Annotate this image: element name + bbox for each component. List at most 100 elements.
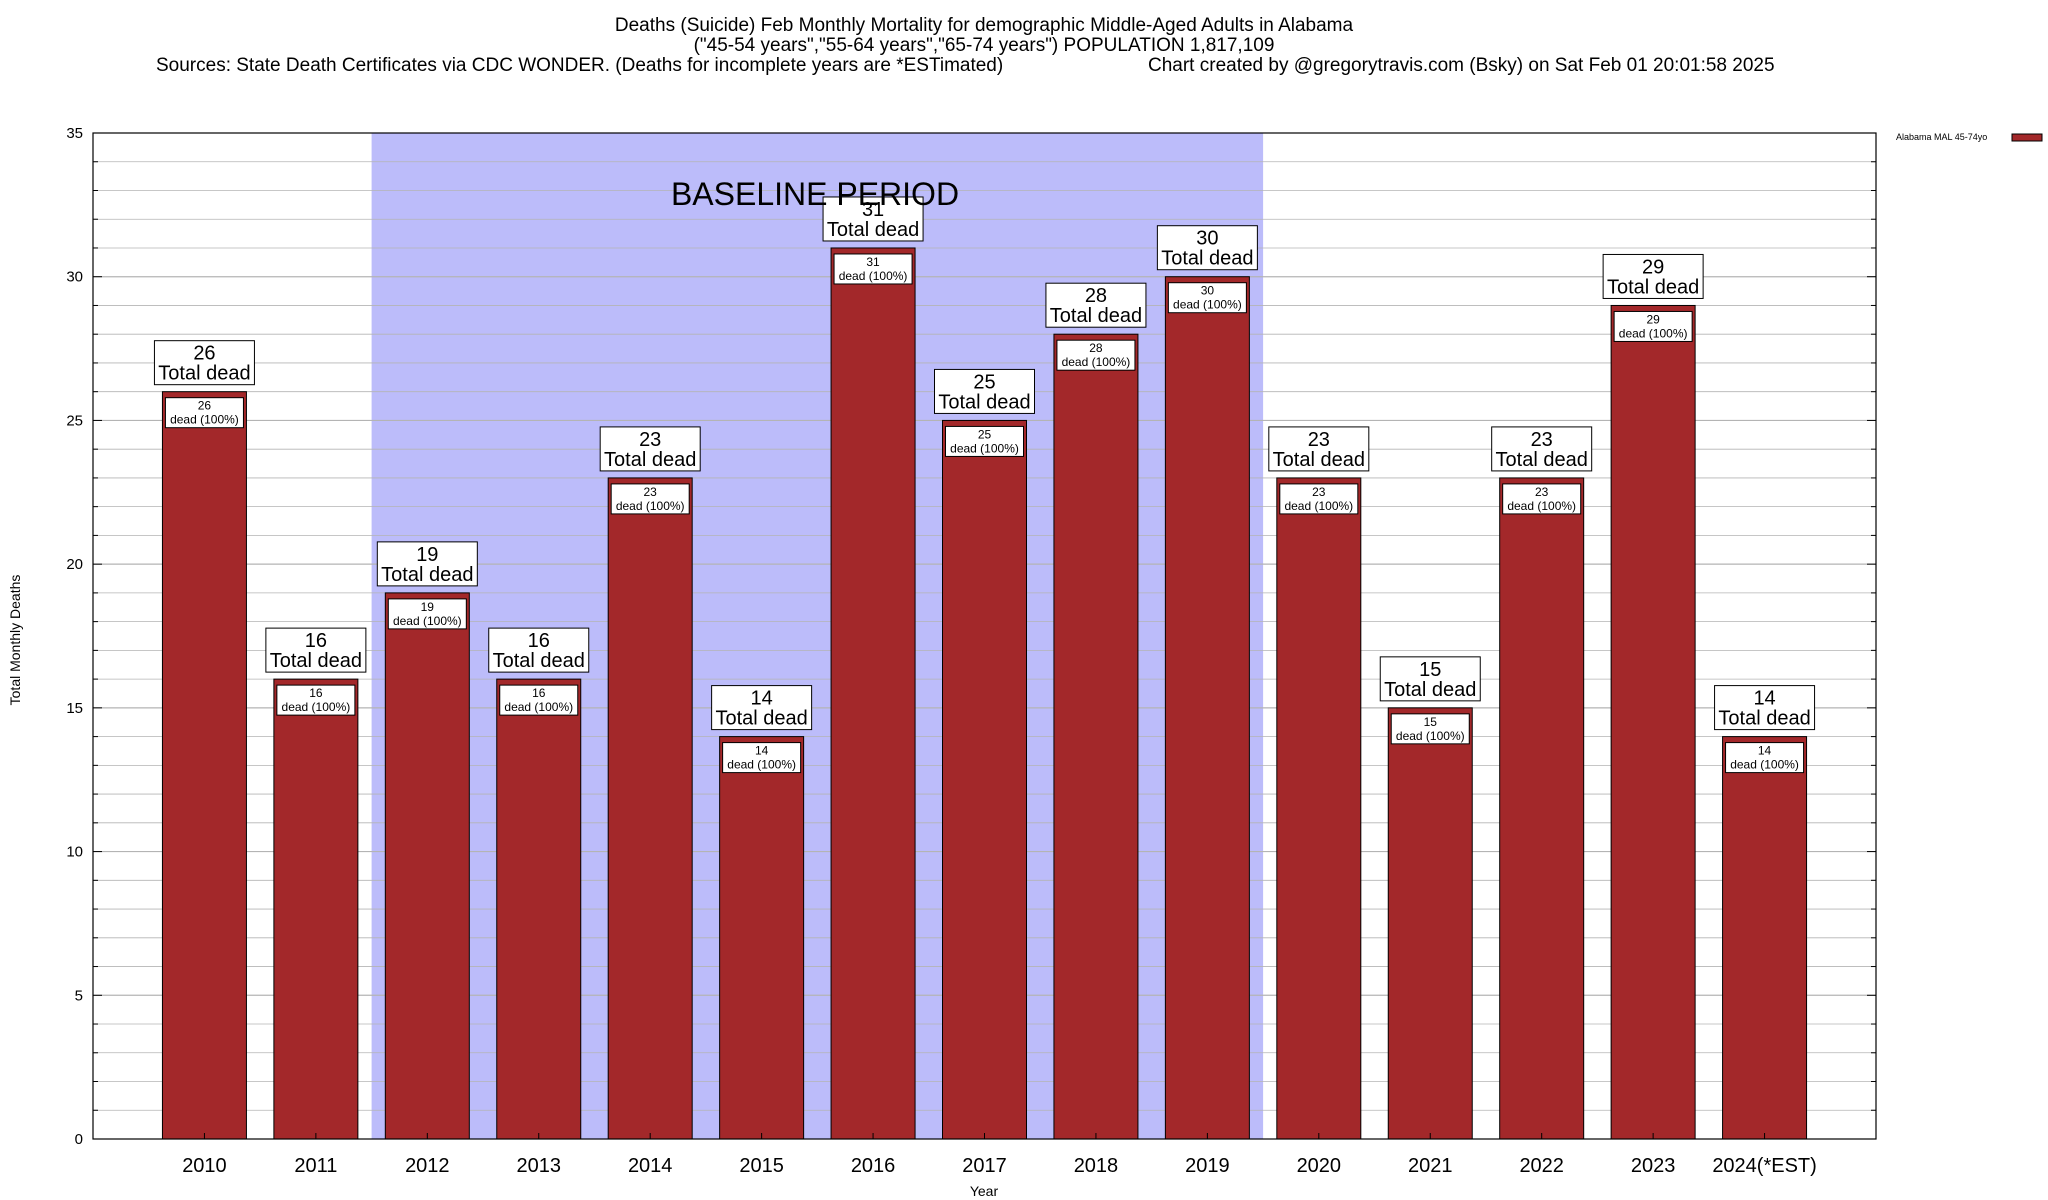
- inner-label-box: [1390, 713, 1470, 745]
- inner-label-value: 23: [1535, 485, 1549, 499]
- bar-2013: [496, 678, 582, 1140]
- y-axis-title: Total Monthly Deaths: [7, 575, 23, 706]
- inner-label-text: dead (100%): [1619, 326, 1688, 340]
- total-label-box: [153, 340, 255, 386]
- inner-label-text: dead (100%): [282, 700, 351, 714]
- chart-title: Deaths (Suicide) Feb Monthly Mortality f…: [615, 15, 1354, 36]
- y-tick-label: 35: [66, 125, 83, 142]
- y-tick-label: 15: [66, 700, 83, 717]
- inner-label-value: 25: [978, 427, 992, 441]
- x-tick-label: 2022: [1519, 1155, 1564, 1177]
- inner-label-text: dead (100%): [393, 614, 462, 628]
- x-tick-label: 2018: [1074, 1155, 1119, 1177]
- total-label-box: [1156, 225, 1258, 271]
- total-label-value: 29: [1642, 256, 1664, 278]
- y-tick-label: 25: [66, 412, 83, 429]
- total-label-box: [1714, 685, 1816, 731]
- total-label-text: Total dead: [1496, 449, 1588, 471]
- inner-label-text: dead (100%): [1062, 355, 1131, 369]
- total-label-value: 15: [1419, 659, 1441, 681]
- total-label-text: Total dead: [1161, 248, 1253, 270]
- total-label-box: [1268, 426, 1370, 472]
- x-tick-label: 2017: [962, 1155, 1007, 1177]
- total-label-text: Total dead: [1607, 276, 1699, 298]
- inner-label-value: 14: [1758, 744, 1772, 758]
- total-label-value: 23: [1531, 429, 1553, 451]
- x-tick-label: 2011: [294, 1155, 337, 1177]
- x-tick-label: 2020: [1297, 1155, 1342, 1177]
- total-label-box: [488, 627, 590, 673]
- legend-label: Alabama MAL 45-74yo: [1896, 132, 1987, 142]
- inner-label-value: 26: [198, 399, 212, 413]
- y-tick-label: 30: [66, 269, 83, 286]
- total-label-text: Total dead: [1384, 679, 1476, 701]
- inner-label-box: [387, 598, 467, 630]
- total-label-box: [376, 541, 478, 587]
- inner-label-text: dead (100%): [170, 413, 239, 427]
- inner-label-value: 19: [421, 600, 435, 614]
- x-axis: 2010 2011 2012 2013 2014 2015 2016 2017 2018 2019…: [182, 1133, 1817, 1177]
- inner-label-box: [164, 397, 244, 429]
- bar-2018: [1053, 333, 1139, 1140]
- total-label-text: Total dead: [158, 363, 250, 385]
- inner-label-box: [610, 483, 690, 515]
- inner-label-box: [1167, 282, 1247, 314]
- total-label-text: Total dead: [1273, 449, 1365, 471]
- total-label-box: [265, 627, 367, 673]
- total-label-box: [822, 196, 924, 242]
- inner-label-text: dead (100%): [727, 758, 796, 772]
- bar-2016: [830, 247, 916, 1140]
- inner-label-text: dead (100%): [1173, 298, 1242, 312]
- inner-label-text: dead (100%): [616, 499, 685, 513]
- x-tick-label: 2024(*EST): [1712, 1155, 1817, 1177]
- inner-label-value: 23: [1312, 485, 1326, 499]
- inner-label-box: [945, 425, 1024, 457]
- total-label-text: Total dead: [715, 708, 807, 730]
- total-label-box: [934, 368, 1035, 414]
- total-label-text: Total dead: [381, 564, 473, 586]
- inner-label-value: 23: [644, 485, 658, 499]
- total-label-text: Total dead: [1718, 708, 1810, 730]
- inner-label-box: [1056, 339, 1136, 371]
- bar-2012: [384, 592, 470, 1140]
- inner-label-value: 30: [1201, 284, 1215, 298]
- total-label-text: Total dead: [604, 449, 696, 471]
- bar-2020: [1276, 477, 1362, 1140]
- x-tick-label: 2023: [1631, 1155, 1676, 1177]
- inner-label-text: dead (100%): [504, 700, 573, 714]
- chart-credit: Chart created by @gregorytravis.com (Bsk…: [1148, 55, 1775, 76]
- total-label-text: Total dead: [270, 650, 362, 672]
- x-tick-label: 2015: [739, 1155, 784, 1177]
- bar-2014: [607, 477, 693, 1140]
- y-tick-label: 10: [66, 844, 83, 861]
- total-label-value: 25: [973, 371, 995, 393]
- inner-label-text: dead (100%): [1284, 499, 1353, 513]
- bar-2024(*EST): [1722, 736, 1808, 1140]
- bar-2023: [1610, 304, 1696, 1140]
- x-tick-label: 2019: [1185, 1155, 1230, 1177]
- inner-label-value: 14: [755, 744, 769, 758]
- inner-label-box: [1725, 742, 1805, 774]
- inner-label-text: dead (100%): [1396, 729, 1465, 743]
- inner-label-value: 16: [309, 686, 323, 700]
- x-tick-label: 2010: [182, 1155, 227, 1177]
- y-axis: 0 5 10 15 20 25 30 35: [66, 125, 1876, 1148]
- inner-label-box: [499, 684, 579, 716]
- total-label-box: [1602, 253, 1704, 299]
- bar-2017: [942, 419, 1027, 1140]
- total-label-value: 19: [416, 544, 438, 566]
- inner-label-value: 28: [1089, 341, 1103, 355]
- inner-label-box: [1613, 310, 1693, 342]
- chart-subtitle: ("45-54 years","55-64 years","65-74 year…: [694, 35, 1275, 56]
- inner-label-value: 15: [1424, 715, 1438, 729]
- inner-label-box: [722, 742, 802, 774]
- baseline-period-label: BASELINE PERIOD: [671, 176, 959, 212]
- total-label-box: [1491, 426, 1593, 472]
- x-tick-label: 2021: [1408, 1155, 1453, 1177]
- bar-2010: [161, 391, 247, 1140]
- legend-swatch: [2011, 133, 2043, 142]
- inner-label-value: 29: [1646, 312, 1660, 326]
- total-label-box: [1379, 656, 1481, 702]
- total-label-value: 28: [1085, 285, 1107, 307]
